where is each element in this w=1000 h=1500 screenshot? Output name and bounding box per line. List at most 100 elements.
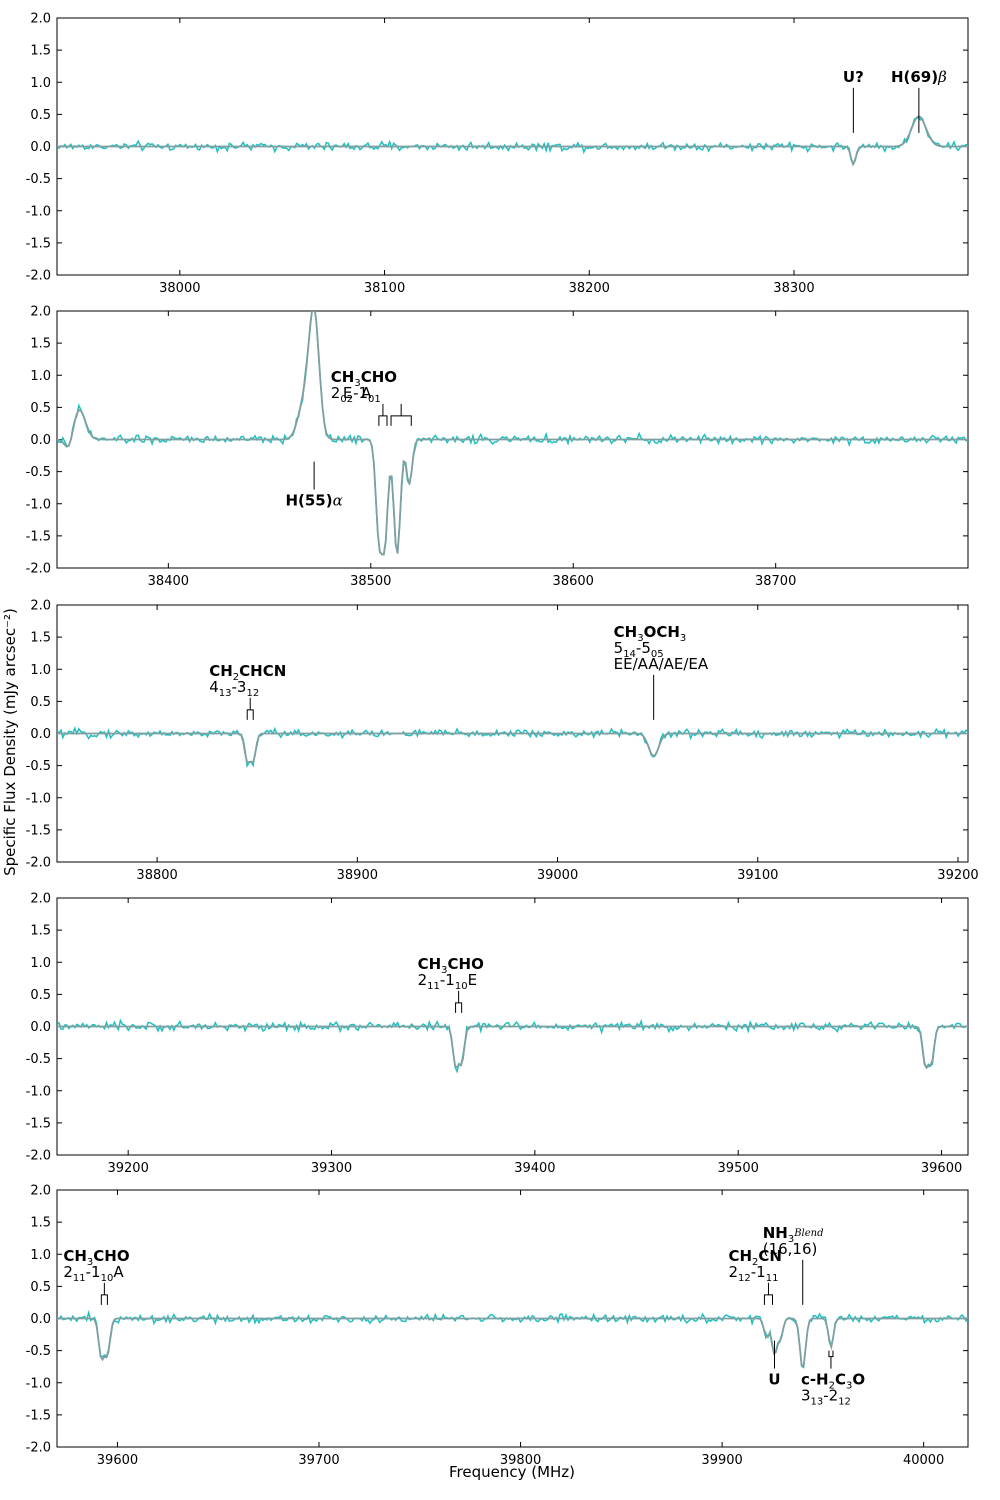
model-spectrum-line xyxy=(57,732,968,764)
line-label-3-2-text: CH3OCH3 xyxy=(614,623,687,644)
y-tick-label: 1.5 xyxy=(30,44,51,59)
y-tick-label: 1.5 xyxy=(30,631,51,646)
y-tick-label: -1.5 xyxy=(26,1408,51,1423)
line-label-4-1-text-part: CH xyxy=(418,955,442,973)
line-label-5-5-text-part: 2 xyxy=(829,1381,835,1392)
line-label-1-2-text: H(69)β xyxy=(891,68,947,86)
label-bracket xyxy=(390,415,412,426)
line-label-5-2-text-part: 12 xyxy=(738,1273,751,1284)
line-label-5-1-text-part: CHO xyxy=(93,1247,129,1265)
x-tick-label: 38400 xyxy=(148,574,189,589)
line-label-5-3-text-part: Blend xyxy=(793,1228,823,1239)
y-tick-label: -2.0 xyxy=(26,1149,51,1164)
model-spectrum-line xyxy=(57,1025,968,1070)
y-tick-label: 2.0 xyxy=(30,599,51,614)
line-label-2-1-text-part: CH xyxy=(331,368,355,386)
line-label-3-2-text-part: 5 xyxy=(614,639,624,657)
model-spectrum-line xyxy=(57,311,968,556)
y-tick-label: -0.5 xyxy=(26,465,51,480)
y-tick-label: 2.0 xyxy=(30,305,51,320)
line-label-4-1-text-part: E xyxy=(468,971,477,989)
line-label-5-2-text-part: CH xyxy=(728,1247,752,1265)
y-tick-label: 1.5 xyxy=(30,1216,51,1231)
data-spectrum-line xyxy=(57,1018,968,1074)
line-label-5-1-text-part: A xyxy=(113,1263,124,1281)
line-label-5-1-text-part: 3 xyxy=(87,1257,93,1268)
line-label-5-2-text-part: -1 xyxy=(751,1263,766,1281)
line-label-2-4: H(55)α xyxy=(285,461,343,510)
label-bracket xyxy=(378,415,388,426)
y-tick-label: 1.0 xyxy=(30,663,51,678)
x-tick-label: 39000 xyxy=(537,868,578,883)
line-label-1-2: H(69)β xyxy=(891,68,947,133)
line-label-5-1-text: 211-110A xyxy=(63,1263,124,1284)
y-tick-label: -2.0 xyxy=(26,1441,51,1456)
line-label-2-3: A xyxy=(361,384,412,426)
line-label-4-1-text: CH3CHO xyxy=(418,955,484,976)
line-label-5-3-text-part: 3 xyxy=(788,1234,794,1245)
x-tick-label: 40000 xyxy=(903,1453,944,1468)
line-label-5-1-text-part: 2 xyxy=(63,1263,73,1281)
x-tick-label: 39300 xyxy=(311,1161,352,1176)
y-tick-label: -0.5 xyxy=(26,1344,51,1359)
x-tick-label: 38200 xyxy=(569,281,610,296)
label-bracket xyxy=(828,1350,834,1358)
label-bracket xyxy=(100,1294,108,1305)
x-tick-label: 38100 xyxy=(364,281,405,296)
y-tick-label: 0.5 xyxy=(30,108,51,123)
line-label-3-2-text-part: 3 xyxy=(680,633,686,644)
x-tick-label: 38500 xyxy=(350,574,391,589)
y-tick-label: 1.5 xyxy=(30,337,51,352)
line-label-2-1-text: CH3CHO xyxy=(331,368,397,389)
panel-3: -2.0 -1.5 -1.0 -0.5 0.0 0.5 1.0 1.5 2.0 38800 3890… xyxy=(26,599,979,884)
line-label-1-1: U? xyxy=(843,68,864,133)
panel-2: -2.0 -1.5 -1.0 -0.5 0.0 0.5 1.0 1.5 2.0 38400 3850… xyxy=(26,305,969,589)
line-label-2-4-text-part: H(55) xyxy=(285,492,332,510)
line-label-3-2-text-part: 05 xyxy=(651,649,664,660)
x-tick-label: 39600 xyxy=(921,1161,962,1176)
line-label-3-2-text-part: 3 xyxy=(637,633,643,644)
y-tick-label: -1.5 xyxy=(26,236,51,251)
y-tick-label: 0.0 xyxy=(30,1312,51,1327)
x-axis-label: Frequency (MHz) xyxy=(449,1463,575,1481)
line-label-2-2: E xyxy=(343,384,388,426)
line-label-3-1-text-part: 13 xyxy=(219,688,232,699)
label-bracket xyxy=(455,1002,463,1013)
line-label-1-2-text-part: β xyxy=(937,68,947,86)
line-label-5-1-text: CH3CHO xyxy=(63,1247,129,1268)
panel-4: -2.0 -1.5 -1.0 -0.5 0.0 0.5 1.0 1.5 2.0 39200 3930… xyxy=(26,892,969,1176)
y-tick-label: -1.0 xyxy=(26,791,51,806)
line-label-3-2-text: EE/AA/AE/EA xyxy=(614,655,709,673)
y-tick-label: 2.0 xyxy=(30,1184,51,1199)
y-tick-label: 1.0 xyxy=(30,369,51,384)
data-spectrum-line xyxy=(57,116,968,166)
line-label-4-1-text-part: 11 xyxy=(427,981,440,992)
line-label-5-3-text: NH3Blend xyxy=(763,1224,824,1245)
line-label-2-1-text-part: CHO xyxy=(361,368,397,386)
y-tick-label: 0.0 xyxy=(30,727,51,742)
line-label-4-1-text-part: CHO xyxy=(448,955,484,973)
y-tick-label: 0.5 xyxy=(30,1280,51,1295)
y-tick-label: -2.0 xyxy=(26,269,51,284)
line-label-2-1-text-part: 3 xyxy=(354,378,360,389)
line-label-3-1-text-part: 12 xyxy=(246,688,259,699)
line-label-4-1-text-part: -1 xyxy=(440,971,455,989)
line-label-2-1-text-part: 02 xyxy=(340,394,353,405)
x-tick-label: 39800 xyxy=(500,1453,541,1468)
line-label-3-2-text-part: CH xyxy=(614,623,638,641)
x-tick-label: 38800 xyxy=(136,868,177,883)
line-label-2-4-text-part: α xyxy=(333,492,343,510)
line-label-1-2-text-part: H(69) xyxy=(891,68,938,86)
x-tick-label: 38700 xyxy=(755,574,796,589)
line-label-3-1-text: 413-312 xyxy=(209,678,259,699)
x-tick-label: 38000 xyxy=(159,281,200,296)
line-label-5-1-text-part: 10 xyxy=(101,1273,114,1284)
line-label-4-1-text-part: 10 xyxy=(455,981,468,992)
y-tick-label: -2.0 xyxy=(26,562,51,577)
label-bracket xyxy=(246,709,254,720)
y-tick-label: -1.0 xyxy=(26,1084,51,1099)
line-label-5-2-text-part: 2 xyxy=(728,1263,738,1281)
